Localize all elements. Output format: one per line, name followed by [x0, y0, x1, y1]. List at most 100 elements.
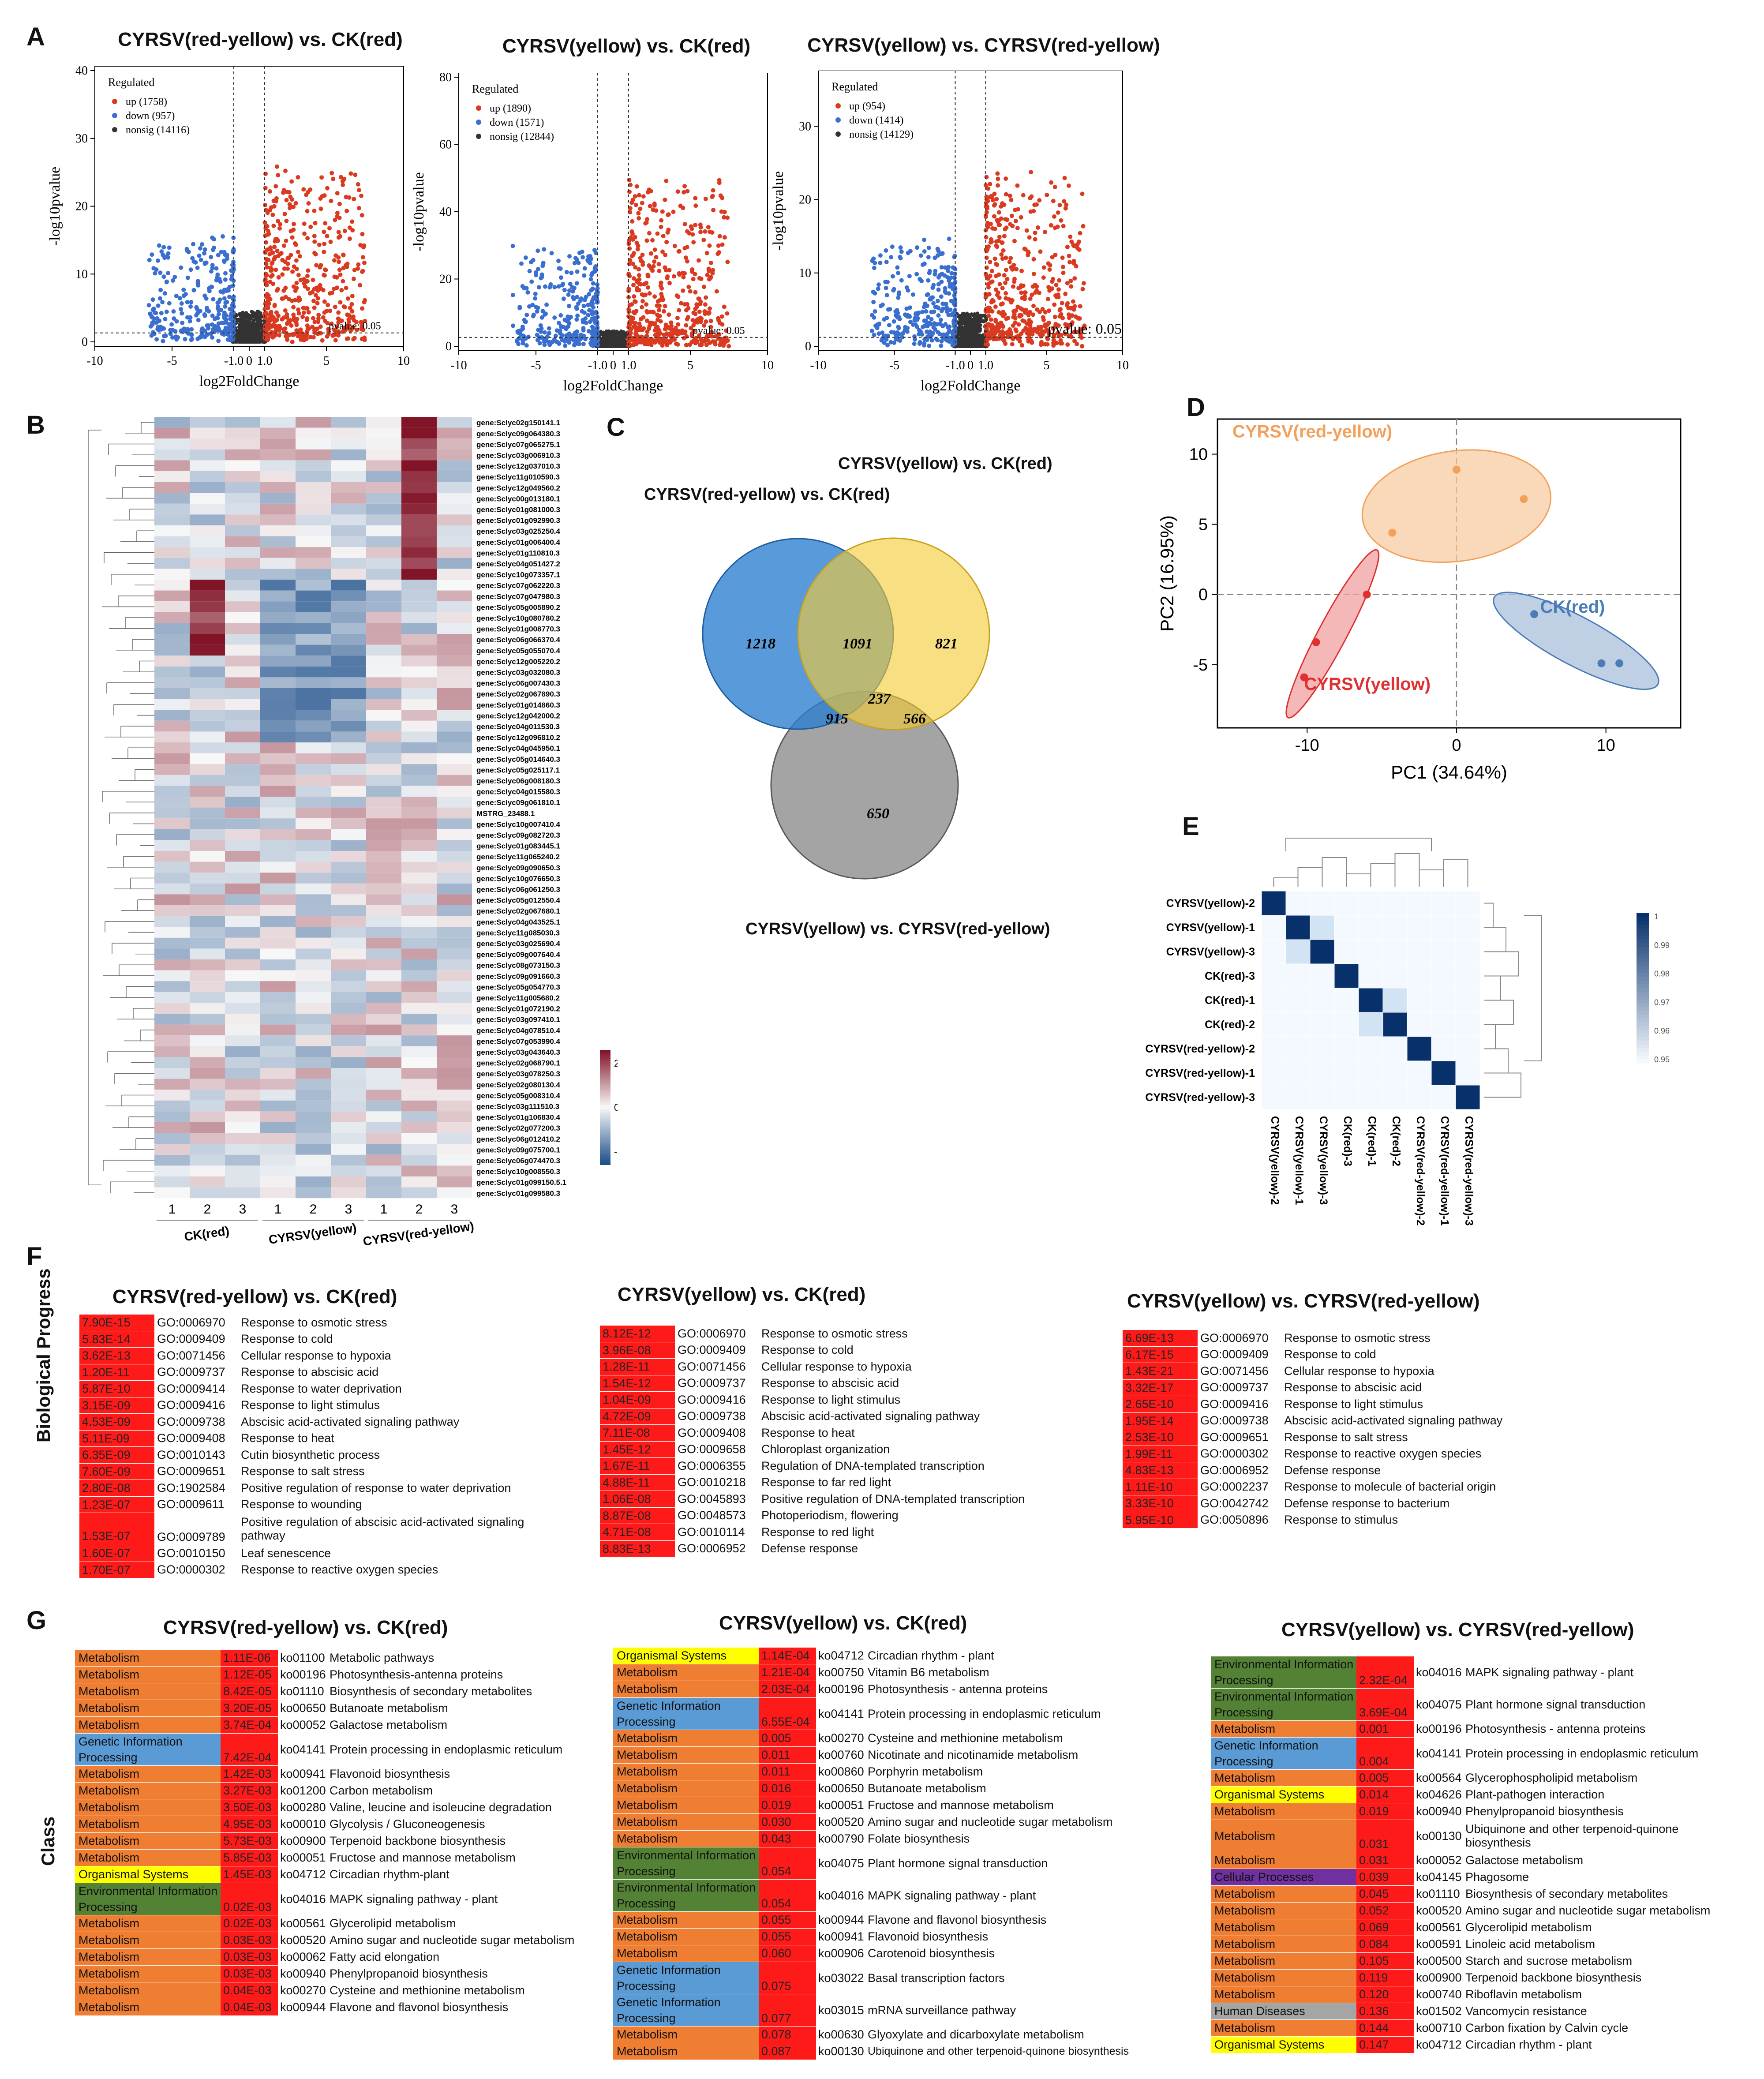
point-nonsig [258, 311, 262, 315]
point-up [640, 327, 645, 332]
point-up [360, 213, 364, 217]
point-down [205, 332, 210, 337]
point-up [685, 245, 689, 250]
point-up [637, 273, 641, 278]
point-down [926, 278, 931, 283]
x-tick-label: -10 [86, 354, 103, 368]
point-up [663, 198, 667, 202]
point-up [657, 269, 662, 273]
point-up [698, 300, 703, 304]
point-down [163, 333, 168, 338]
point-up [631, 283, 636, 288]
point-up [638, 206, 643, 211]
point-up [1041, 265, 1046, 270]
point-up [347, 225, 352, 230]
point-up [691, 240, 696, 245]
point-up [1019, 215, 1023, 220]
point-up [1008, 222, 1013, 227]
point-up [1008, 256, 1013, 261]
point-down [910, 292, 915, 297]
point-up [318, 324, 323, 329]
point-nonsig [238, 320, 242, 324]
point-up [681, 275, 686, 280]
point-up [345, 312, 350, 317]
point-down [912, 334, 917, 339]
point-down [223, 277, 228, 282]
point-down [222, 315, 227, 320]
point-down [936, 287, 941, 292]
point-nonsig [972, 338, 976, 342]
point-down [172, 274, 177, 279]
point-nonsig [247, 313, 251, 317]
point-up [360, 255, 365, 260]
point-up [693, 338, 698, 343]
point-up [322, 299, 327, 304]
point-down [928, 334, 933, 339]
point-up [719, 209, 724, 214]
point-up [1010, 342, 1015, 347]
point-up [311, 277, 315, 282]
point-down [167, 301, 172, 306]
point-up [1072, 276, 1077, 281]
point-down [181, 287, 186, 292]
point-down [185, 300, 190, 304]
point-up [627, 262, 632, 266]
point-up [717, 234, 722, 239]
point-up [337, 267, 342, 272]
point-down [941, 332, 946, 337]
point-up [1059, 218, 1064, 223]
point-down [230, 273, 235, 278]
point-up [984, 235, 989, 240]
point-up [650, 238, 655, 243]
point-up [697, 276, 702, 281]
point-down [895, 265, 900, 270]
point-up [990, 269, 995, 273]
point-up [316, 312, 321, 317]
point-up [701, 285, 706, 289]
point-up [288, 332, 292, 337]
point-up [305, 286, 310, 291]
point-up [272, 204, 277, 209]
point-up [675, 342, 680, 347]
point-up [318, 206, 323, 211]
point-up [327, 226, 332, 231]
point-down [935, 299, 940, 303]
point-down [191, 288, 196, 292]
point-up [703, 229, 708, 234]
point-up [350, 309, 355, 314]
point-up [356, 262, 361, 267]
point-down [229, 307, 234, 312]
point-up [328, 308, 333, 313]
point-up [659, 225, 663, 229]
point-nonsig [237, 335, 241, 339]
point-down [181, 293, 186, 298]
point-up [1078, 304, 1082, 309]
point-up [1074, 264, 1079, 269]
point-up [637, 193, 641, 198]
point-up [1000, 256, 1005, 261]
point-up [665, 274, 670, 279]
point-down [210, 235, 215, 240]
point-nonsig [249, 322, 253, 326]
point-down [906, 288, 910, 293]
point-down [150, 252, 154, 257]
point-down [217, 297, 222, 302]
point-up [644, 281, 649, 285]
point-down [897, 317, 902, 322]
point-up [651, 207, 655, 212]
point-down [161, 274, 166, 279]
point-down [925, 337, 929, 342]
point-up [652, 203, 657, 208]
point-down [903, 312, 908, 317]
point-down [220, 320, 225, 325]
point-up [652, 259, 657, 264]
point-down [936, 313, 941, 318]
point-down [180, 311, 184, 316]
point-down [939, 339, 944, 344]
point-up [674, 293, 679, 298]
point-up [322, 229, 326, 234]
point-up [1080, 344, 1085, 348]
point-up [1056, 287, 1061, 292]
point-up [644, 302, 649, 307]
point-up [284, 218, 289, 223]
